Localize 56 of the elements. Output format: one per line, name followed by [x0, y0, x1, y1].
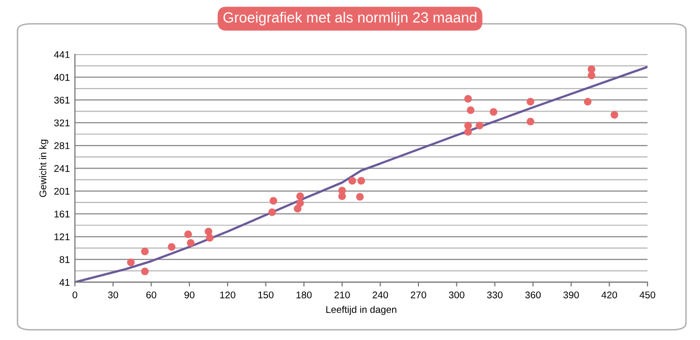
point	[141, 248, 149, 256]
point	[348, 177, 356, 185]
point	[464, 95, 472, 103]
y-tick-label: 401	[54, 74, 70, 81]
y-tick-label: 321	[54, 119, 70, 126]
point	[204, 228, 212, 236]
x-tick-label: 240	[372, 291, 388, 298]
point	[127, 258, 135, 266]
x-tick-label: 0	[72, 291, 78, 298]
x-tick-label: 120	[220, 291, 236, 298]
y-tick-label: 161	[54, 210, 70, 218]
point	[490, 108, 498, 116]
point	[466, 106, 474, 114]
point	[476, 122, 484, 130]
y-tick-label: 361	[54, 96, 70, 104]
x-tick-label: 300	[448, 291, 464, 298]
point	[357, 177, 366, 185]
y-tick-label: 121	[54, 233, 70, 240]
x-tick-label: 360	[525, 291, 541, 298]
x-tick-label: 390	[563, 291, 579, 298]
point	[141, 268, 149, 276]
y-tick-label: 241	[54, 165, 70, 172]
chart-title: Groeigrafiek met als normlijn 23 maand	[223, 12, 476, 26]
x-tick-label: 150	[258, 291, 274, 298]
x-tick-label: 60	[146, 291, 156, 298]
x-tick-label: 270	[410, 291, 426, 298]
point	[526, 118, 534, 126]
point	[610, 110, 618, 119]
y-tick-label: 201	[54, 188, 70, 195]
point	[186, 239, 194, 247]
point	[184, 230, 192, 238]
x-tick-label: 420	[601, 291, 618, 298]
y-tick-label: 41	[59, 279, 70, 286]
y-tick-label: 81	[60, 256, 70, 264]
point	[338, 192, 346, 200]
x-tick-label: 90	[184, 291, 194, 298]
point	[294, 204, 302, 213]
point	[270, 196, 278, 205]
x-tick-label: 180	[296, 291, 312, 298]
point	[206, 234, 214, 242]
point	[296, 192, 304, 200]
x-tick-label: 330	[487, 291, 503, 298]
point	[356, 192, 364, 201]
x-tick-label: 30	[108, 291, 118, 298]
y-tick-label: 441	[54, 51, 70, 58]
point	[464, 128, 472, 136]
point	[168, 243, 176, 251]
x-axis-title: Leeftijd in dagen	[326, 306, 396, 315]
point	[268, 208, 276, 216]
point	[588, 72, 596, 80]
x-tick-label: 210	[334, 291, 350, 298]
y-tick-label: 281	[54, 142, 70, 150]
y-axis-title: Gewicht in kg	[39, 140, 48, 197]
point	[584, 98, 592, 106]
point	[526, 98, 534, 106]
x-tick-label: 450	[640, 291, 656, 298]
